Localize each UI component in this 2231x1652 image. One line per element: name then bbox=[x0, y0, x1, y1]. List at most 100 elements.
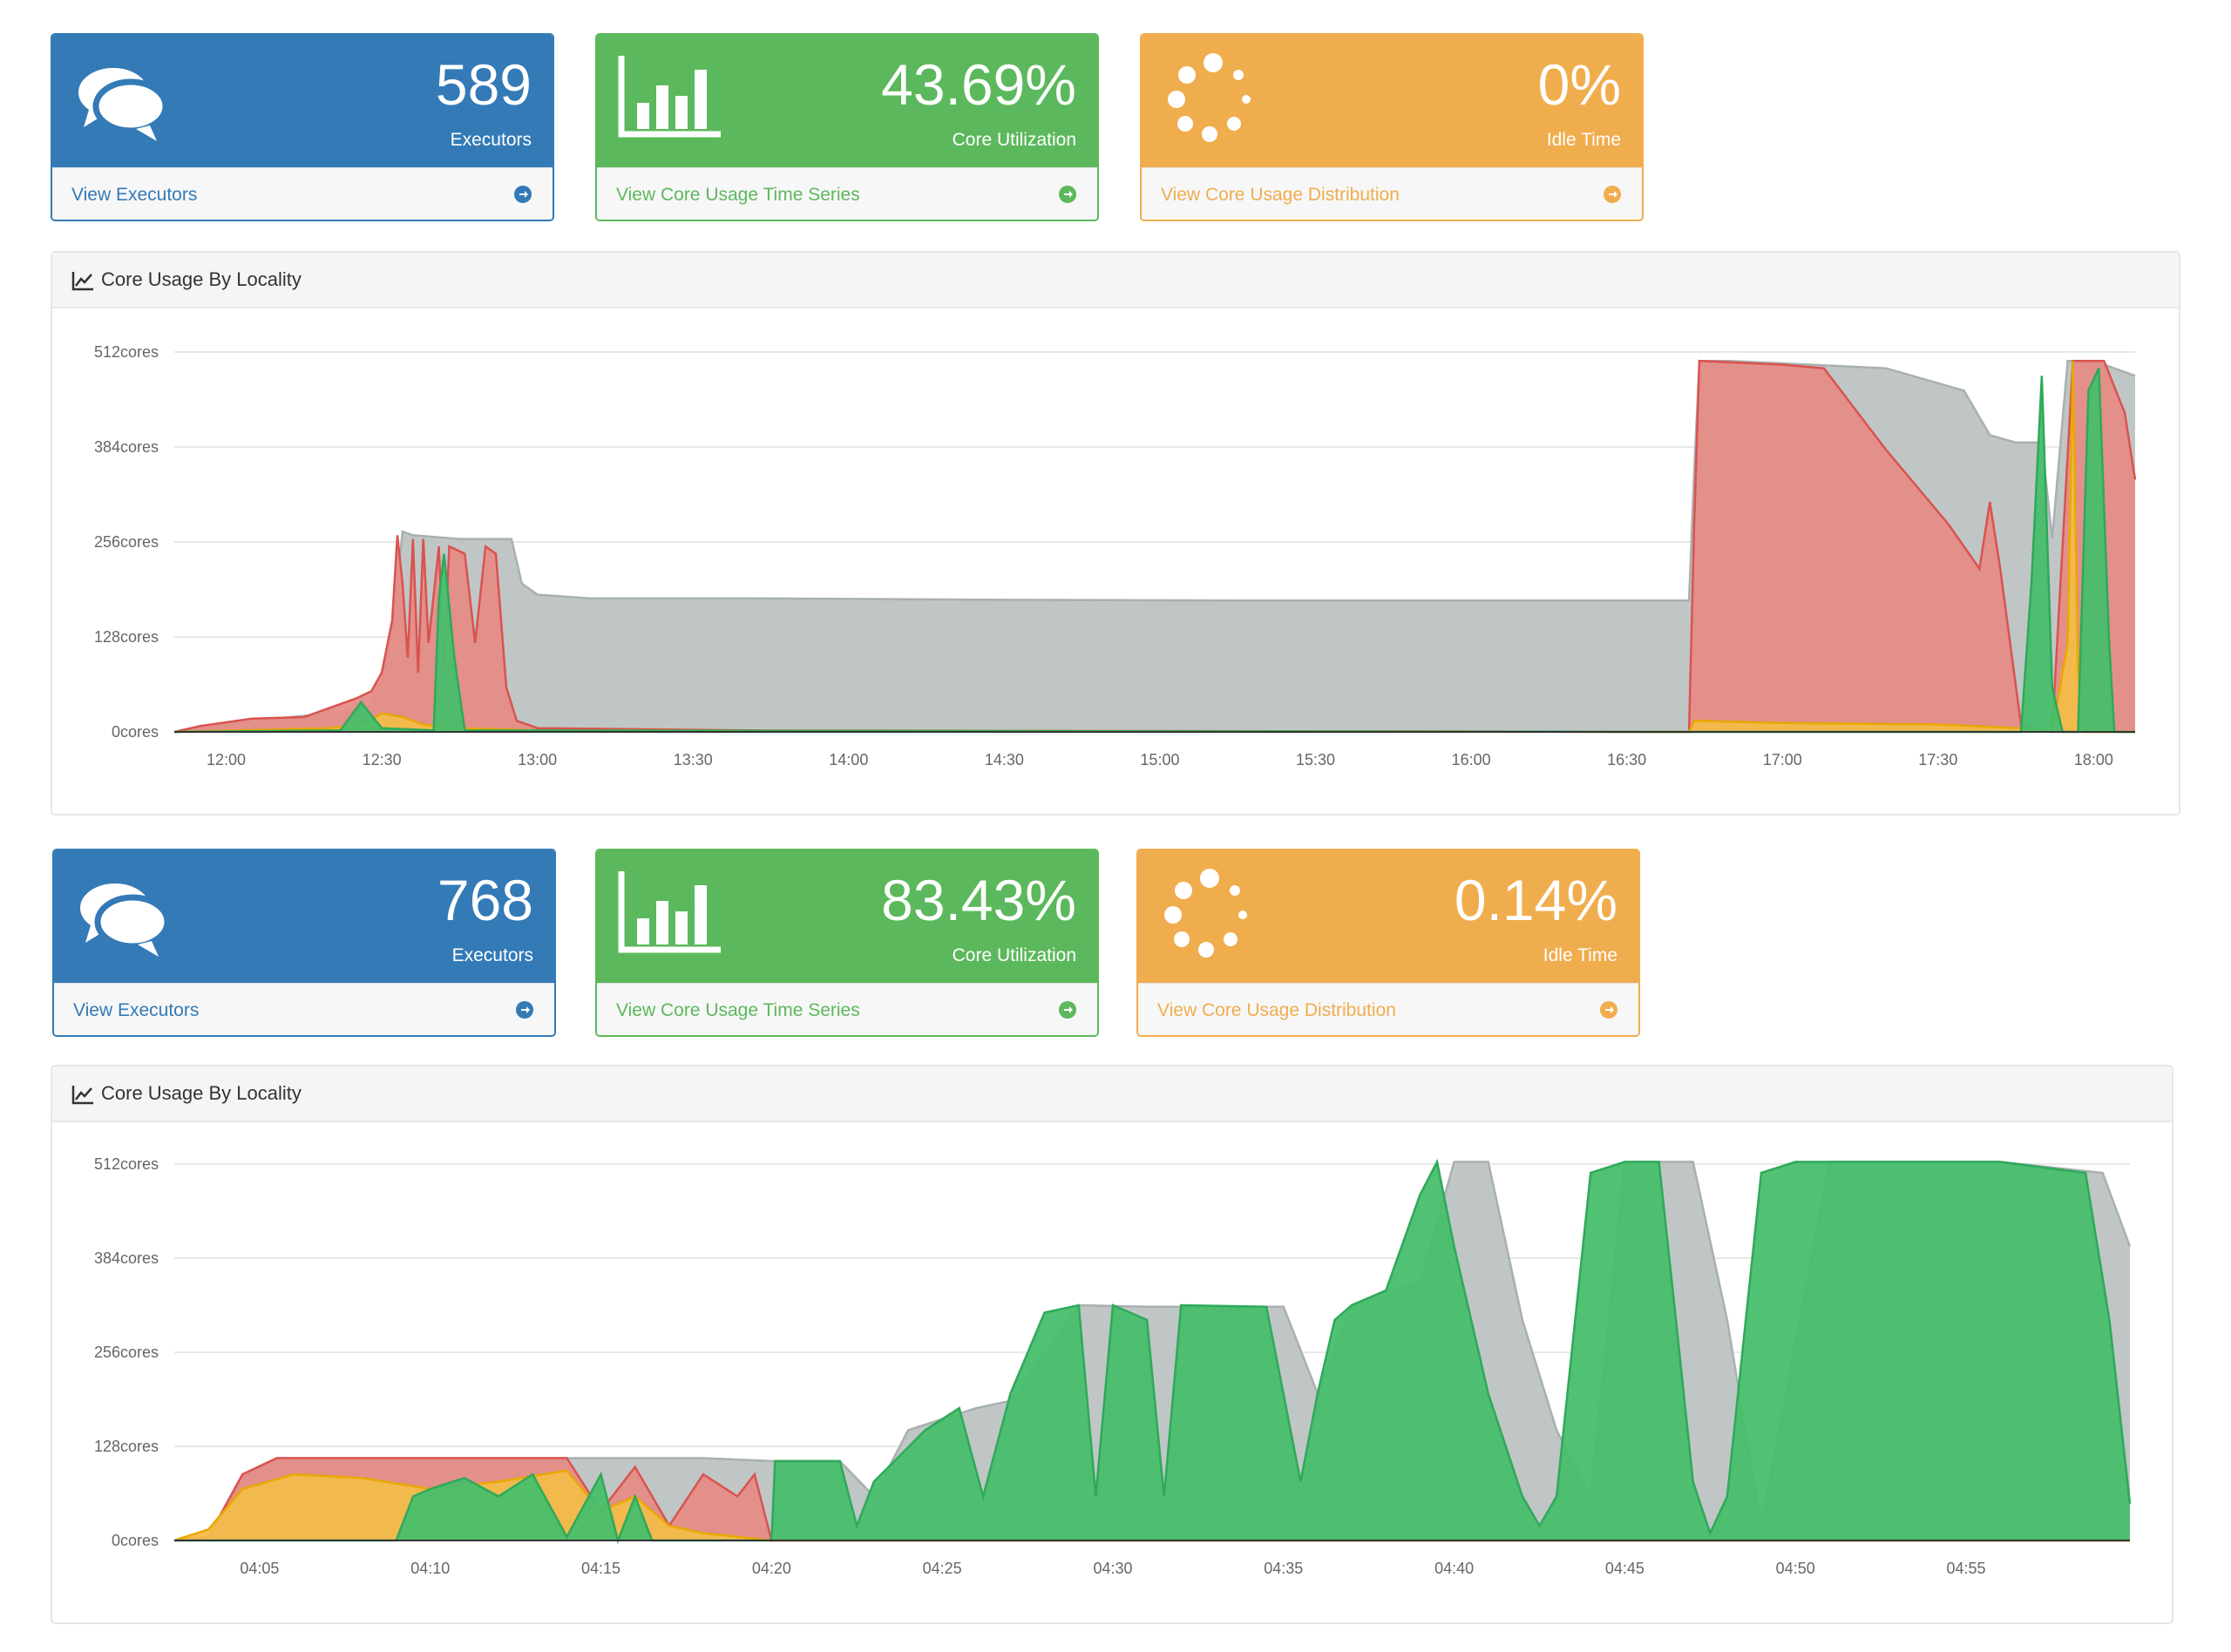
view-core-usage-distribution-link[interactable]: View Core Usage Distribution bbox=[1138, 983, 1638, 1035]
y-tick-label: 256cores bbox=[94, 533, 159, 551]
idle-time-card: 0% Idle Time View Core Usage Distributio… bbox=[1140, 33, 1644, 221]
x-tick-label: 04:45 bbox=[1605, 1560, 1644, 1577]
panel-title: Core Usage By Locality bbox=[101, 268, 302, 290]
x-tick-label: 14:00 bbox=[829, 751, 868, 768]
x-tick-label: 17:00 bbox=[1763, 751, 1802, 768]
line-chart-icon bbox=[71, 272, 93, 291]
panel-header: Core Usage By Locality bbox=[52, 1066, 2172, 1122]
core-utilization-card: 83.43% Core Utilization View Core Usage … bbox=[595, 849, 1099, 1037]
x-tick-label: 04:10 bbox=[410, 1560, 450, 1577]
core-usage-panel-1: Core Usage By Locality 0cores 128cores 256… bbox=[51, 251, 2180, 816]
y-tick-label: 128cores bbox=[94, 1438, 159, 1455]
series-area-2 bbox=[174, 1470, 2130, 1540]
x-tick-label: 04:30 bbox=[1093, 1560, 1132, 1577]
idle-time-card: 0.14% Idle Time View Core Usage Distribu… bbox=[1136, 849, 1640, 1037]
x-tick-label: 13:30 bbox=[674, 751, 713, 768]
x-tick-label: 04:35 bbox=[1264, 1560, 1303, 1577]
idle-time-value: 0% bbox=[1537, 52, 1621, 117]
view-core-usage-time-series-link[interactable]: View Core Usage Time Series bbox=[597, 983, 1097, 1035]
panel-title: Core Usage By Locality bbox=[101, 1082, 302, 1104]
x-tick-label: 04:25 bbox=[923, 1560, 962, 1577]
view-core-usage-distribution-link[interactable]: View Core Usage Distribution bbox=[1142, 167, 1642, 220]
y-tick-label: 512cores bbox=[94, 343, 159, 361]
arrow-circle-right-icon[interactable] bbox=[1598, 999, 1619, 1020]
core-utilization-card-header: 83.43% Core Utilization bbox=[597, 850, 1097, 983]
x-tick-label: 04:40 bbox=[1434, 1560, 1474, 1577]
arrow-circle-right-icon[interactable] bbox=[514, 999, 535, 1020]
series-line-2 bbox=[173, 1469, 2130, 1542]
comments-icon bbox=[80, 884, 171, 957]
core-utilization-value: 83.43% bbox=[881, 868, 1076, 932]
idle-time-label: Idle Time bbox=[1546, 130, 1621, 150]
view-executors-link[interactable]: View Executors bbox=[52, 167, 553, 220]
x-tick-label: 12:30 bbox=[363, 751, 402, 768]
x-tick-label: 15:00 bbox=[1140, 751, 1179, 768]
y-tick-label: 512cores bbox=[94, 1155, 159, 1173]
panel-header: Core Usage By Locality bbox=[52, 253, 2179, 308]
x-tick-label: 18:00 bbox=[2074, 751, 2113, 768]
view-core-usage-distribution-text[interactable]: View Core Usage Distribution bbox=[1161, 185, 1400, 205]
series-line-2 bbox=[173, 361, 2135, 734]
executors-label: Executors bbox=[450, 130, 532, 150]
executors-label: Executors bbox=[451, 945, 533, 965]
core-utilization-card: 43.69% Core Utilization View Core Usage … bbox=[595, 33, 1099, 221]
x-tick-label: 16:30 bbox=[1607, 751, 1646, 768]
x-tick-label: 04:05 bbox=[240, 1560, 279, 1577]
x-tick-label: 04:50 bbox=[1776, 1560, 1815, 1577]
view-executors-text[interactable]: View Executors bbox=[73, 1000, 200, 1020]
comments-icon bbox=[78, 68, 169, 141]
core-usage-chart: 0cores 128cores 256cores 384cores 512cores 12… bbox=[94, 343, 2137, 768]
idle-time-card-header: 0.14% Idle Time bbox=[1138, 850, 1638, 983]
arrow-circle-right-icon[interactable] bbox=[1057, 999, 1078, 1020]
summary-cards-1: 589 Executors View Executors 43.69% Core… bbox=[51, 33, 1654, 223]
x-tick-label: 04:20 bbox=[752, 1560, 791, 1577]
idle-time-card-header: 0% Idle Time bbox=[1142, 35, 1642, 167]
line-chart-icon bbox=[71, 1086, 93, 1105]
y-tick-label: 128cores bbox=[94, 628, 159, 646]
x-tick-label: 15:30 bbox=[1296, 751, 1335, 768]
core-usage-panel-2: Core Usage By Locality 0cores 128cores 256… bbox=[51, 1065, 2173, 1624]
view-core-usage-distribution-text[interactable]: View Core Usage Distribution bbox=[1157, 1000, 1396, 1020]
series-line-1 bbox=[173, 359, 2137, 734]
spinner-icon bbox=[1164, 869, 1247, 958]
view-core-usage-time-series-text[interactable]: View Core Usage Time Series bbox=[616, 185, 860, 205]
series-area-3 bbox=[174, 1161, 2130, 1540]
executors-card-header: 768 Executors bbox=[54, 850, 554, 983]
view-core-usage-time-series-text[interactable]: View Core Usage Time Series bbox=[616, 1000, 860, 1020]
y-tick-label: 0cores bbox=[112, 723, 159, 741]
y-tick-label: 0cores bbox=[112, 1532, 159, 1549]
spinner-icon bbox=[1168, 53, 1251, 142]
x-tick-label: 04:15 bbox=[581, 1560, 620, 1577]
core-utilization-label: Core Utilization bbox=[952, 945, 1076, 965]
idle-time-value: 0.14% bbox=[1454, 868, 1617, 932]
summary-cards-2: 768 Executors View Executors 83.43% Core… bbox=[51, 849, 1654, 1039]
x-tick-label: 17:30 bbox=[1918, 751, 1957, 768]
view-core-usage-time-series-link[interactable]: View Core Usage Time Series bbox=[597, 167, 1097, 220]
core-usage-chart: 0cores 128cores 256cores 384cores 512cores 04… bbox=[94, 1155, 2132, 1577]
y-tick-label: 384cores bbox=[94, 438, 159, 456]
executors-count: 768 bbox=[437, 868, 533, 932]
arrow-circle-right-icon[interactable] bbox=[1602, 184, 1623, 205]
core-utilization-value: 43.69% bbox=[881, 52, 1076, 117]
x-tick-label: 16:00 bbox=[1452, 751, 1491, 768]
arrow-circle-right-icon[interactable] bbox=[512, 184, 533, 205]
y-tick-label: 384cores bbox=[94, 1249, 159, 1267]
series-area-0 bbox=[174, 361, 2135, 732]
executors-card-header: 589 Executors bbox=[52, 35, 553, 167]
series-line-3 bbox=[174, 1158, 2132, 1545]
x-tick-label: 14:30 bbox=[985, 751, 1024, 768]
series-line-1 bbox=[173, 1457, 2130, 1542]
core-utilization-label: Core Utilization bbox=[952, 130, 1076, 150]
x-tick-label: 04:55 bbox=[1946, 1560, 1985, 1577]
bar-chart-icon bbox=[618, 56, 721, 138]
bar-chart-icon bbox=[618, 871, 721, 953]
arrow-circle-right-icon[interactable] bbox=[1057, 184, 1078, 205]
view-executors-text[interactable]: View Executors bbox=[71, 185, 198, 205]
idle-time-label: Idle Time bbox=[1543, 945, 1617, 965]
executors-card: 589 Executors View Executors bbox=[51, 33, 554, 221]
series-area-1 bbox=[174, 361, 2135, 732]
x-tick-label: 13:00 bbox=[518, 751, 557, 768]
view-executors-link[interactable]: View Executors bbox=[54, 983, 554, 1035]
executors-card: 768 Executors View Executors bbox=[52, 849, 556, 1037]
core-utilization-card-header: 43.69% Core Utilization bbox=[597, 35, 1097, 167]
